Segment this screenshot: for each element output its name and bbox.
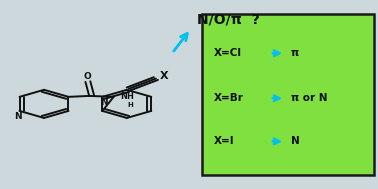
Text: O: O bbox=[84, 72, 91, 81]
Text: N: N bbox=[101, 98, 108, 107]
Text: NH: NH bbox=[121, 92, 134, 101]
Text: X=Cl: X=Cl bbox=[214, 48, 242, 58]
Bar bbox=[202, 14, 373, 175]
Text: π or N: π or N bbox=[291, 93, 327, 103]
Text: X=Br: X=Br bbox=[214, 93, 243, 103]
Text: X=I: X=I bbox=[214, 136, 234, 146]
Text: H: H bbox=[127, 102, 133, 108]
Text: N/O/π  ?: N/O/π ? bbox=[197, 12, 259, 26]
Text: N: N bbox=[14, 112, 22, 121]
Text: X: X bbox=[160, 71, 169, 81]
Text: π: π bbox=[291, 48, 299, 58]
Text: N: N bbox=[291, 136, 299, 146]
